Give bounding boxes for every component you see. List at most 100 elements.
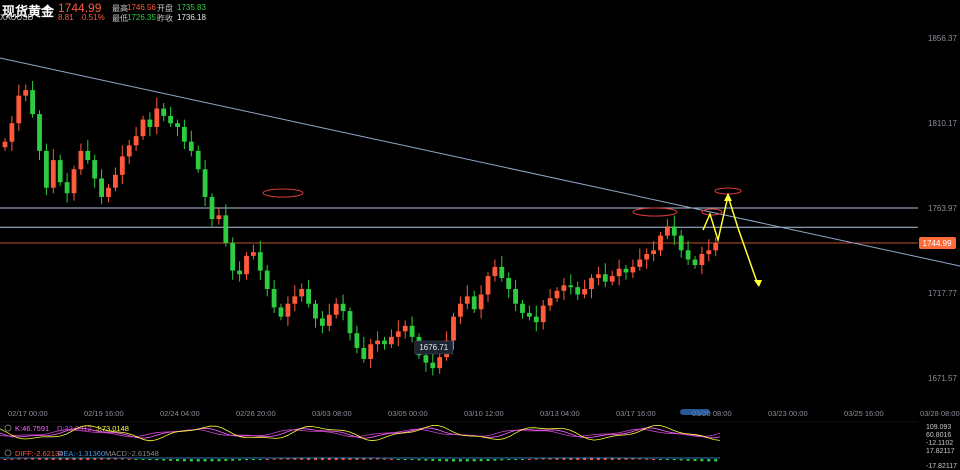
macd-histogram-bar (714, 459, 718, 462)
high-label: 最高 (112, 4, 128, 13)
macd-histogram-bar (169, 459, 173, 461)
candle-body (133, 136, 139, 146)
macd-histogram-bar (286, 458, 290, 460)
candle-body (395, 331, 401, 337)
macd-histogram-bar (31, 458, 35, 460)
candle-body (602, 274, 608, 282)
last-price: 1744.99 (58, 1, 102, 15)
macd-dea-label: DEA:-1.31360 (58, 449, 105, 458)
candle-body (409, 325, 415, 337)
resistance-highlight (262, 188, 304, 198)
macd-histogram-bar (410, 459, 414, 460)
candle-body (237, 270, 242, 275)
macd-histogram-bar (127, 458, 131, 460)
projection-arrowhead (754, 280, 762, 287)
high-value: 1746.56 (127, 3, 156, 12)
macd-histogram-bar (65, 457, 69, 460)
candle-body (547, 298, 553, 306)
candle-body (182, 126, 187, 142)
candle-body (119, 156, 125, 175)
candle-body (506, 277, 512, 289)
macd-histogram-bar (624, 458, 628, 460)
symbol-label: XAUUSD (0, 13, 34, 22)
macd-histogram-bar (631, 458, 635, 460)
candle-body (685, 250, 691, 260)
candle-body (368, 344, 374, 359)
candle-body (278, 307, 284, 317)
macd-histogram-bar (334, 457, 338, 460)
x-tick-label: 03/23 00:00 (768, 409, 808, 418)
min-price-box (414, 340, 454, 355)
candle-body (306, 288, 311, 304)
candle-body (50, 160, 56, 188)
macd-histogram-bar (686, 459, 690, 461)
macd-histogram-bar (596, 457, 600, 460)
macd-histogram-bar (707, 459, 711, 462)
macd-histogram-bar (38, 457, 41, 460)
candle-body (216, 215, 222, 220)
candle-body (113, 174, 118, 188)
candle-body (389, 336, 394, 345)
macd-histogram-bar (293, 458, 297, 460)
candle-body (140, 119, 146, 137)
macd-histogram-bar (93, 457, 97, 460)
x-tick-label: 03/05 00:00 (388, 409, 428, 418)
candle-body (44, 150, 49, 188)
open-value: 1735.83 (177, 3, 206, 12)
macd-histogram-bar (659, 459, 662, 460)
candle-body (575, 287, 581, 295)
candle-body (154, 108, 160, 127)
chevron-down-icon[interactable]: ▼ (43, 4, 51, 13)
macd-histogram-bar (58, 457, 62, 460)
macd-histogram-bar (652, 458, 656, 460)
kdj-j-label: J:73.0148 (96, 424, 129, 433)
candle-body (471, 296, 477, 310)
candle-body (554, 290, 560, 299)
candle-body (2, 141, 8, 148)
macd-histogram-bar (486, 459, 490, 461)
candle-body (9, 123, 15, 142)
candle-body (499, 266, 505, 278)
candle-body (271, 288, 277, 308)
candle-body (347, 311, 353, 334)
candle-body (609, 276, 615, 282)
kdj-k-label: K:46.7591 (15, 424, 49, 433)
macd-histogram-bar (645, 458, 649, 460)
candle-body (168, 115, 173, 124)
macd-histogram-bar (300, 457, 304, 460)
macd-histogram-bar (196, 459, 200, 462)
candle-body (147, 119, 153, 127)
candle-body (464, 296, 470, 304)
candle-body (292, 296, 298, 304)
macd-histogram-bar (362, 457, 366, 460)
current-price-label: 1744.99 (923, 239, 952, 248)
x-tick-label: 02/26 20:00 (236, 409, 276, 418)
macd-histogram-bar (417, 459, 421, 461)
candle-body (706, 250, 712, 255)
x-tick-label: 03/03 08:00 (312, 409, 352, 418)
candle-body (71, 169, 77, 194)
macd-histogram-bar (307, 457, 311, 460)
macd-histogram-bar (541, 458, 545, 460)
y-tick-label: 1856.37 (928, 34, 957, 43)
candle-body (85, 150, 91, 161)
candle-body (195, 150, 201, 170)
macd-histogram-bar (534, 458, 538, 460)
macd-histogram-bar (10, 458, 14, 460)
current-price-badge (919, 236, 956, 249)
macd-histogram-bar (603, 457, 607, 460)
macd-histogram-bar (514, 459, 518, 460)
x-tick-label: 03/28 08:00 (920, 409, 960, 418)
macd-histogram-bar (148, 459, 152, 460)
macd-histogram-bar (327, 457, 331, 460)
macd-histogram-bar (17, 458, 21, 460)
indicator-settings-icon (4, 424, 12, 432)
candle-body (361, 347, 367, 359)
macd-histogram-bar (493, 459, 497, 461)
candle-body (326, 314, 332, 326)
prev-close-value: 1736.18 (177, 13, 206, 22)
candle-body (678, 235, 684, 251)
instrument-title[interactable]: 现货黄金 (2, 4, 55, 19)
candle-body (188, 141, 194, 151)
